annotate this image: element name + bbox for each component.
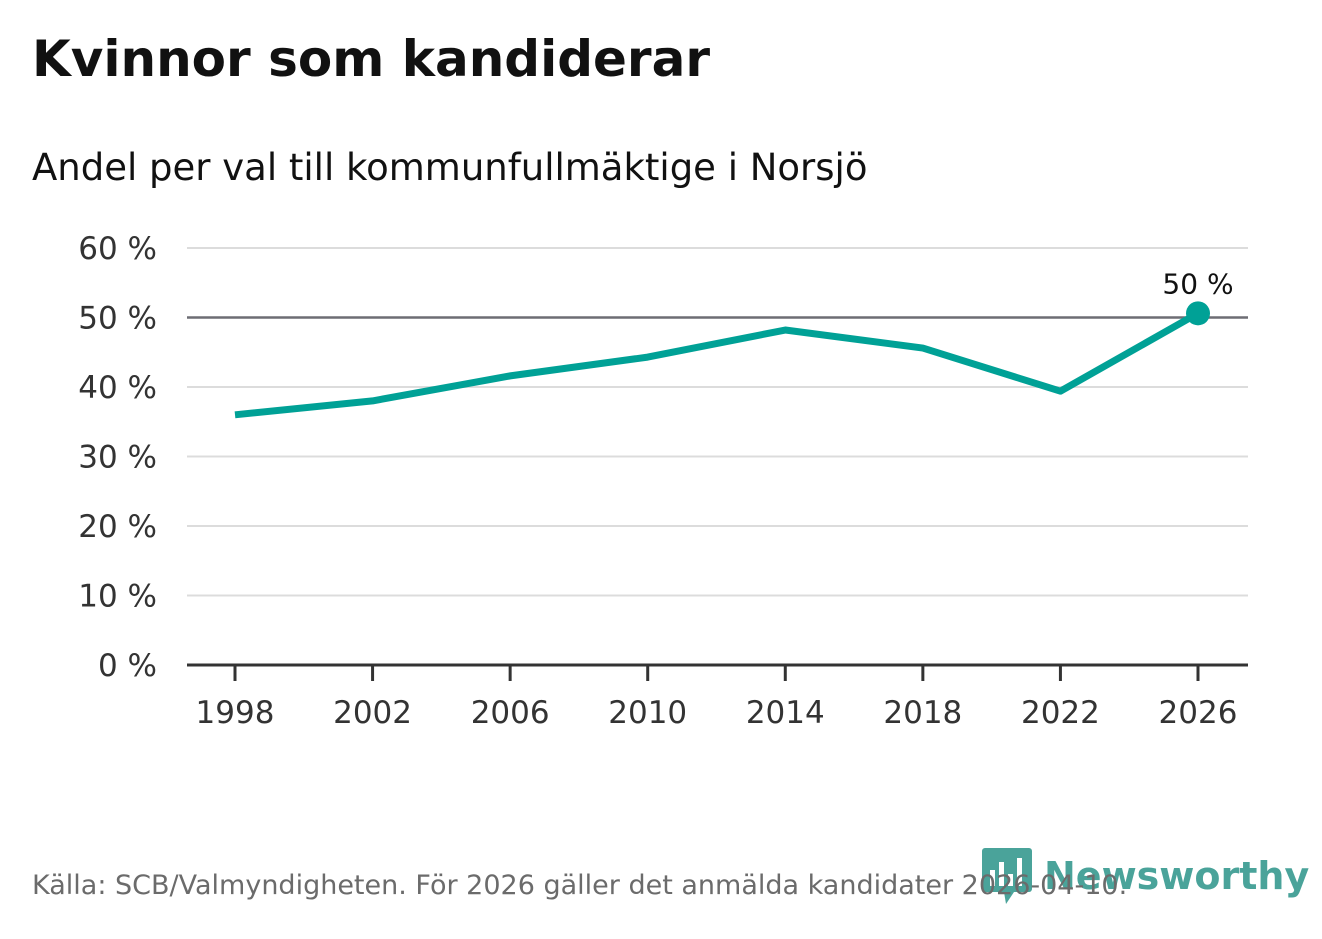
end-value-label: 50 %	[1162, 267, 1233, 300]
line-chart: 0 % 10 % 20 % 30 % 40 % 50 % 60 % 1998 2002 2006…	[78, 231, 1248, 731]
series-line-andel	[234, 310, 1200, 419]
data-labels: 50 %	[1162, 267, 1234, 326]
chart-title: Kvinnor som kandiderar	[32, 30, 710, 88]
x-tick-label-2002: 2002	[333, 695, 412, 731]
y-tick-label: 10 %	[78, 579, 157, 615]
x-tick-label-2006: 2006	[471, 695, 550, 731]
x-tick-label-2010: 2010	[608, 695, 687, 731]
y-tick-label: 0 %	[98, 648, 157, 684]
y-tick-label: 30 %	[78, 440, 157, 476]
x-axis: 1998 2002 2006 2010 2014 2018 2022 2026	[187, 663, 1248, 731]
x-tick-label-2026: 2026	[1159, 695, 1238, 731]
x-tick-label-1998: 1998	[196, 695, 275, 731]
y-tick-label: 50 %	[78, 301, 157, 337]
x-tick-label-2018: 2018	[883, 695, 962, 731]
newsworthy-logo-icon	[982, 848, 1032, 904]
source-note: Källa: SCB/Valmyndigheten. För 2026 gäll…	[32, 870, 1128, 901]
end-point-marker	[1186, 301, 1210, 326]
series-line	[234, 310, 1200, 419]
x-tick-label-2022: 2022	[1021, 695, 1100, 731]
x-tick-label-2014: 2014	[746, 695, 825, 731]
newsworthy-logo: Newsworthy	[982, 848, 1309, 904]
chart-subtitle: Andel per val till kommunfullmäktige i N…	[32, 146, 868, 189]
brand-name: Newsworthy	[1044, 854, 1310, 898]
y-tick-label: 60 %	[78, 231, 157, 267]
y-tick-label: 40 %	[78, 370, 157, 406]
y-axis-ticks: 0 % 10 % 20 % 30 % 40 % 50 % 60 %	[78, 231, 157, 684]
grid-lines	[187, 247, 1248, 597]
y-tick-label: 20 %	[78, 509, 157, 545]
